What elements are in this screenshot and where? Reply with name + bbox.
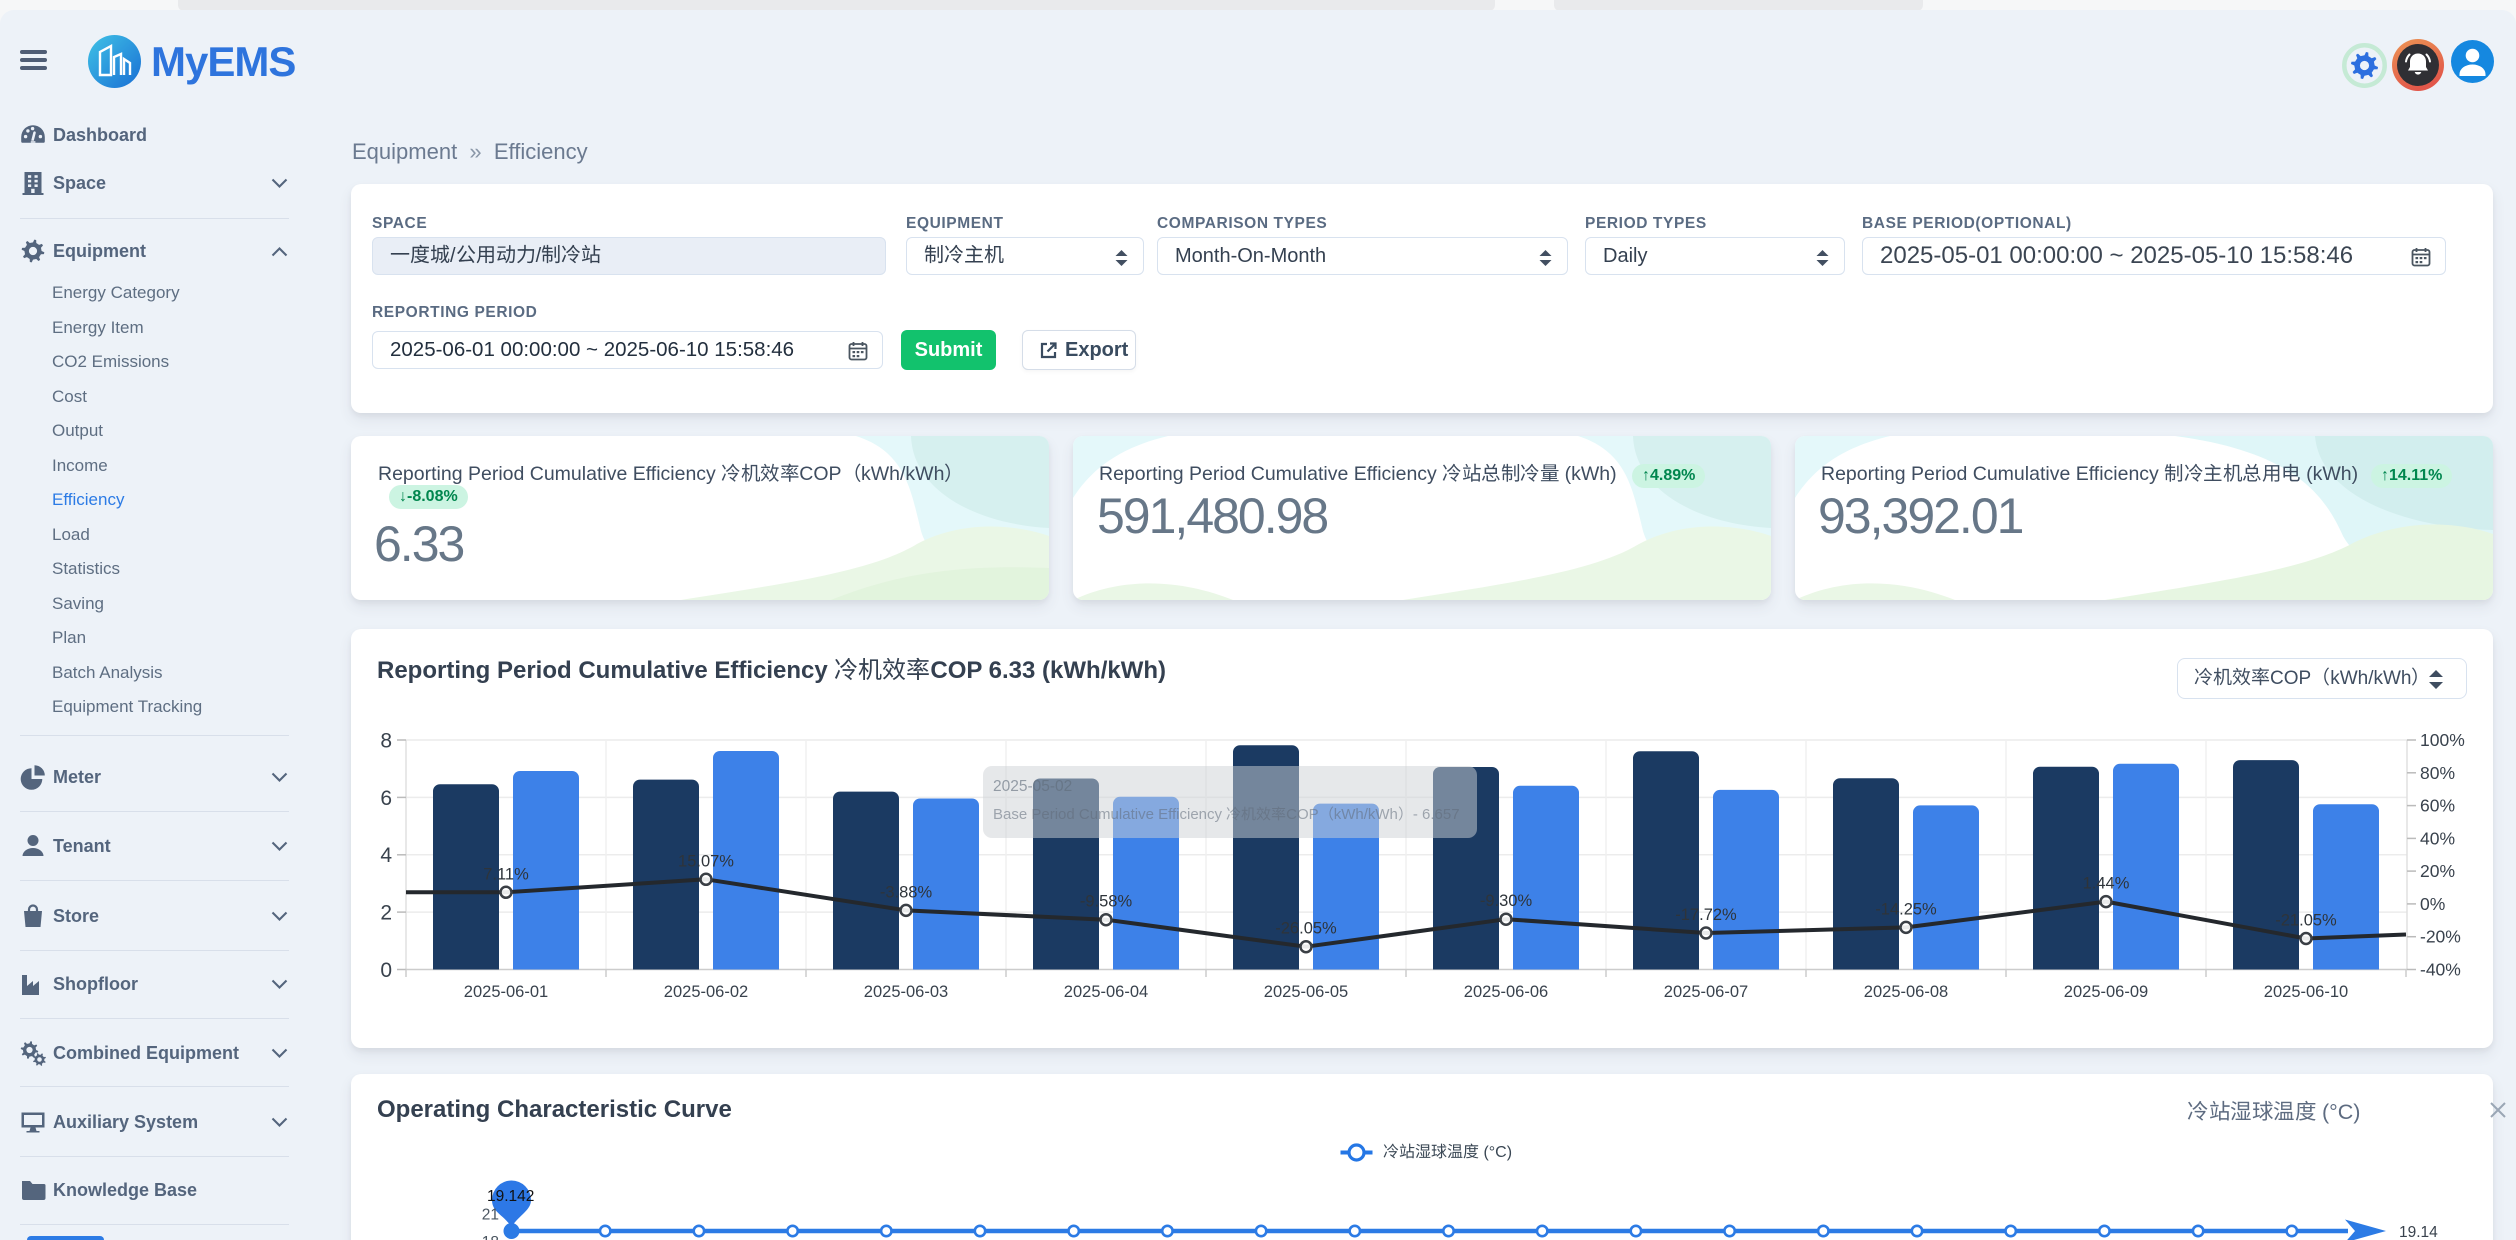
svg-text:18: 18 [482, 1234, 499, 1240]
svg-text:20%: 20% [2420, 861, 2455, 881]
svg-text:-21.05%: -21.05% [2275, 912, 2337, 930]
svg-text:0%: 0% [2420, 894, 2445, 914]
svg-text:-3.88%: -3.88% [880, 883, 933, 901]
svg-text:-14.25%: -14.25% [1875, 900, 1937, 918]
svg-text:-20%: -20% [2420, 927, 2461, 947]
svg-text:2025-06-04: 2025-06-04 [1064, 983, 1148, 1001]
svg-text:2025-06-03: 2025-06-03 [864, 983, 948, 1001]
svg-text:19.14: 19.14 [2399, 1224, 2438, 1240]
svg-text:7.11%: 7.11% [483, 865, 529, 883]
svg-text:-26.05%: -26.05% [1275, 920, 1337, 938]
svg-text:2025-06-07: 2025-06-07 [1664, 983, 1748, 1001]
svg-text:2025-06-08: 2025-06-08 [1864, 983, 1948, 1001]
svg-text:15.07%: 15.07% [678, 852, 734, 870]
svg-text:2025-06-02: 2025-06-02 [664, 983, 748, 1001]
svg-text:4: 4 [380, 844, 392, 867]
svg-text:80%: 80% [2420, 763, 2455, 783]
svg-text:-9.30%: -9.30% [1480, 892, 1533, 910]
svg-text:1.44%: 1.44% [2083, 875, 2130, 893]
svg-text:2025-06-05: 2025-06-05 [1264, 983, 1348, 1001]
svg-text:0: 0 [380, 959, 392, 982]
svg-text:2: 2 [380, 902, 392, 925]
svg-text:2025-06-01: 2025-06-01 [464, 983, 548, 1001]
svg-text:2025-06-09: 2025-06-09 [2064, 983, 2148, 1001]
svg-text:-9.58%: -9.58% [1080, 893, 1133, 911]
svg-text:8: 8 [380, 730, 392, 753]
svg-text:6: 6 [380, 787, 392, 810]
svg-text:40%: 40% [2420, 828, 2455, 848]
svg-text:-40%: -40% [2420, 960, 2461, 980]
svg-text:2025-06-10: 2025-06-10 [2264, 983, 2348, 1001]
svg-text:21: 21 [482, 1207, 499, 1224]
svg-text:100%: 100% [2420, 730, 2465, 750]
svg-text:2025-06-06: 2025-06-06 [1464, 983, 1548, 1001]
svg-text:-17.72%: -17.72% [1675, 906, 1737, 924]
svg-text:60%: 60% [2420, 796, 2455, 816]
svg-text:19.142: 19.142 [487, 1188, 534, 1205]
